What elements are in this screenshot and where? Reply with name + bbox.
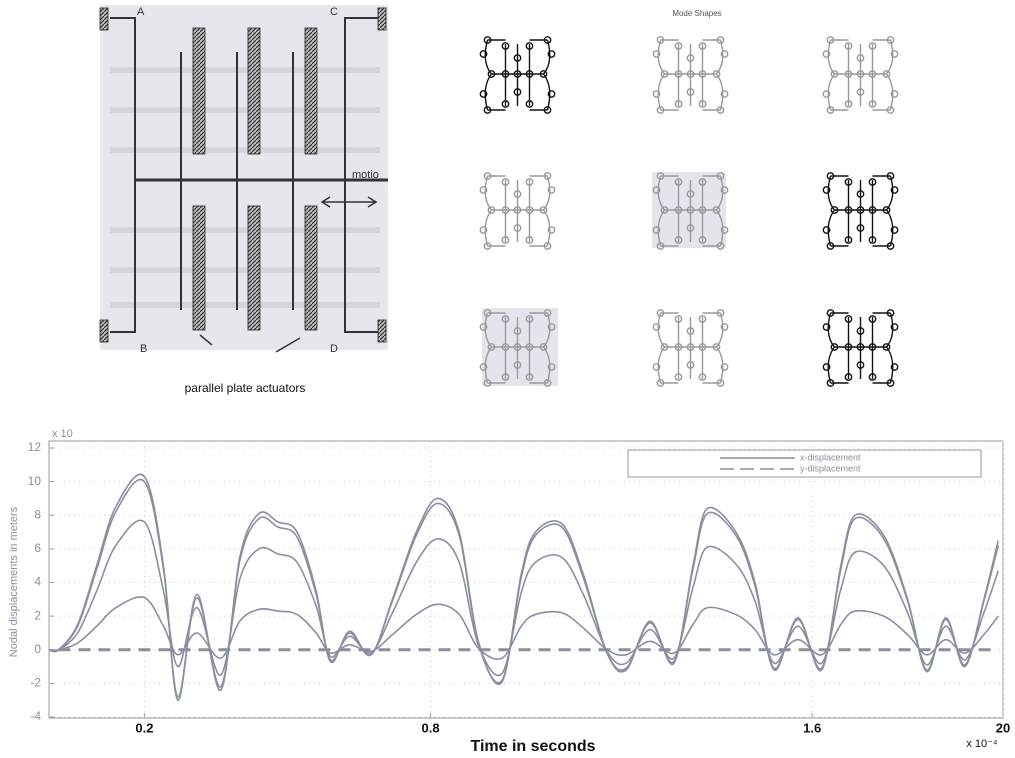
mode-shapes [479, 36, 899, 387]
series-line [48, 596, 999, 660]
y-tick-label: -2 [30, 676, 41, 690]
diagram-label: motio [352, 169, 379, 181]
x-tick-label: 1.6 [803, 720, 821, 735]
y-tick-label: 8 [34, 507, 41, 521]
y-axis-label: Nodal displacements in meters [8, 506, 20, 657]
diagram-label: B [140, 343, 147, 355]
mode-shapes-title: Mode Shapes [672, 9, 721, 18]
x-scale-note: x 10⁻⁴ [966, 738, 998, 750]
actuator-diagram: A C B D motio [99, 5, 388, 355]
y-tick-label: 10 [28, 474, 42, 488]
y-tick-label: 2 [34, 608, 41, 622]
x-tick-label: 20 [996, 720, 1010, 735]
y-tick-label: 6 [34, 541, 41, 555]
x-tick-label: 0.2 [135, 720, 153, 735]
y-tick-label: 0 [34, 642, 41, 656]
y-tick-label: -4 [30, 709, 41, 723]
y-scale-note: x 10 [52, 428, 73, 440]
y-tick-label: 4 [34, 575, 41, 589]
diagram-label: A [137, 6, 145, 18]
line-chart: Nodal displacements in meters x 10 Time … [8, 428, 1010, 755]
series-line [48, 478, 1000, 698]
diagram-caption: parallel plate actuators [185, 381, 306, 395]
diagram-label: C [330, 6, 338, 18]
plot-frame [48, 440, 1004, 719]
x-axis-label: Time in seconds [470, 738, 595, 755]
legend-label: y-displacement [800, 463, 861, 473]
series-line [48, 519, 999, 677]
legend-label: x-displacement [800, 452, 861, 462]
y-tick-label: 12 [28, 440, 42, 454]
diagram-label: D [330, 343, 338, 355]
x-tick-label: 0.8 [422, 720, 440, 735]
legend-box [627, 449, 982, 478]
